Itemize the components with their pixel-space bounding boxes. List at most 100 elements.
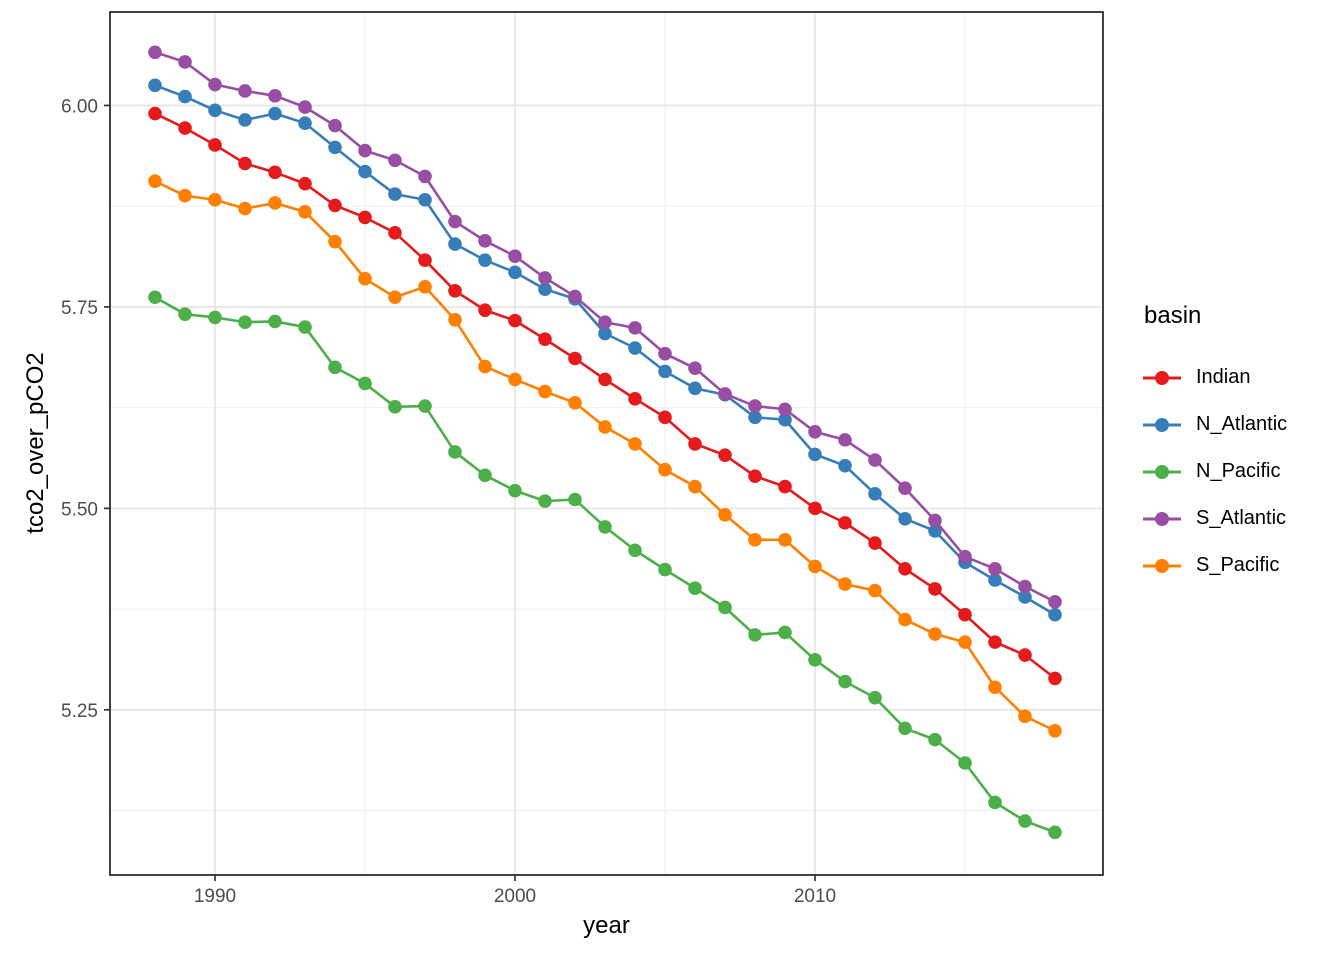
data-point-Indian <box>508 313 522 328</box>
data-point-S_Atlantic <box>628 321 642 335</box>
legend-items: Indian N_Atlantic N_Pacific S_Atlantic S_Pac… <box>1142 354 1287 589</box>
data-point-S_Atlantic <box>958 549 972 564</box>
series-line-S_Pacific <box>153 179 1057 733</box>
data-point-Indian <box>388 225 402 240</box>
data-point-S_Atlantic <box>538 271 552 285</box>
data-point-S_Atlantic <box>808 425 822 439</box>
data-point-N_Pacific <box>328 360 342 375</box>
data-point-S_Atlantic <box>688 361 702 375</box>
data-point-S_Pacific <box>538 384 552 399</box>
data-point-S_Pacific <box>778 532 792 547</box>
data-point-N_Pacific <box>238 315 252 330</box>
series-line-Indian <box>153 112 1057 680</box>
legend-item-Indian: Indian <box>1142 354 1287 401</box>
data-point-S_Pacific <box>658 462 672 477</box>
data-point-N_Atlantic <box>688 381 702 396</box>
y-tick-label: 5.25 <box>61 701 98 722</box>
data-point-N_Pacific <box>568 492 582 507</box>
data-point-N_Atlantic <box>508 265 522 280</box>
legend-item-S_Atlantic: S_Atlantic <box>1142 495 1287 542</box>
data-point-S_Atlantic <box>298 100 312 114</box>
data-point-S_Pacific <box>748 532 762 547</box>
data-point-S_Pacific <box>1018 709 1032 724</box>
data-point-Indian <box>268 165 282 180</box>
data-point-Indian <box>208 138 222 152</box>
data-point-S_Pacific <box>268 196 282 210</box>
data-point-N_Pacific <box>868 690 882 705</box>
legend-item-label: S_Pacific <box>1196 554 1280 576</box>
data-point-Indian <box>238 156 252 171</box>
data-point-Indian <box>568 351 582 366</box>
data-point-N_Atlantic <box>388 187 402 201</box>
legend-item-label: S_Atlantic <box>1196 507 1287 529</box>
data-point-S_Pacific <box>508 372 522 387</box>
data-point-Indian <box>148 106 162 121</box>
data-point-N_Pacific <box>988 795 1002 810</box>
data-point-N_Pacific <box>538 494 552 508</box>
data-point-Indian <box>478 303 492 317</box>
data-point-N_Pacific <box>388 400 402 414</box>
data-point-N_Pacific <box>208 310 222 325</box>
data-point-S_Pacific <box>418 279 432 294</box>
data-point-S_Pacific <box>988 680 1002 695</box>
data-point-S_Atlantic <box>838 433 852 447</box>
data-point-N_Pacific <box>358 376 372 391</box>
data-point-N_Pacific <box>268 314 282 329</box>
legend-item-N_Atlantic: N_Atlantic <box>1142 401 1287 448</box>
data-point-N_Atlantic <box>268 106 282 121</box>
data-point-Indian <box>178 121 192 135</box>
data-point-S_Atlantic <box>778 402 792 417</box>
y-tick-label: 5.50 <box>61 499 98 520</box>
data-point-N_Pacific <box>508 483 522 498</box>
data-point-Indian <box>898 562 912 576</box>
data-point-N_Pacific <box>628 543 642 558</box>
data-point-S_Pacific <box>148 174 162 189</box>
data-point-S_Pacific <box>568 396 582 410</box>
data-point-N_Atlantic <box>598 326 612 341</box>
data-point-Indian <box>1048 671 1062 686</box>
legend-item-label: N_Pacific <box>1196 460 1281 482</box>
data-point-Indian <box>358 210 372 225</box>
data-point-N_Atlantic <box>358 164 372 179</box>
data-point-S_Pacific <box>298 205 312 219</box>
data-point-N_Pacific <box>778 625 792 640</box>
data-point-Indian <box>868 536 882 550</box>
data-point-S_Atlantic <box>328 118 342 133</box>
x-tick-label: 2000 <box>494 886 536 907</box>
data-point-N_Pacific <box>688 581 702 595</box>
data-point-S_Pacific <box>238 201 252 216</box>
data-point-N_Atlantic <box>478 253 492 267</box>
data-point-S_Atlantic <box>238 84 252 98</box>
data-point-N_Atlantic <box>1018 590 1032 604</box>
x-tick-label: 1990 <box>194 886 236 907</box>
panel-border <box>109 11 1104 876</box>
data-point-N_Pacific <box>148 290 162 305</box>
data-point-N_Pacific <box>838 674 852 689</box>
data-point-S_Atlantic <box>358 143 372 158</box>
data-point-N_Atlantic <box>658 364 672 379</box>
data-point-Indian <box>628 391 642 406</box>
data-point-S_Pacific <box>628 437 642 451</box>
data-point-Indian <box>958 607 972 622</box>
data-point-S_Atlantic <box>988 562 1002 576</box>
data-point-N_Atlantic <box>928 524 942 538</box>
data-point-N_Pacific <box>298 320 312 334</box>
data-point-Indian <box>328 198 342 213</box>
data-point-N_Pacific <box>178 307 192 321</box>
data-point-N_Pacific <box>748 628 762 642</box>
data-point-N_Atlantic <box>778 412 792 427</box>
data-point-N_Pacific <box>718 600 732 615</box>
data-point-N_Atlantic <box>238 113 252 127</box>
data-point-N_Pacific <box>928 732 942 747</box>
data-point-S_Pacific <box>328 234 342 249</box>
data-point-S_Pacific <box>688 479 702 494</box>
data-point-N_Pacific <box>418 399 432 413</box>
data-point-Indian <box>298 176 312 191</box>
data-point-S_Pacific <box>178 188 192 203</box>
data-point-S_Atlantic <box>658 346 672 361</box>
y-tick-label: 6.00 <box>61 96 98 117</box>
data-point-Indian <box>748 469 762 483</box>
data-point-S_Pacific <box>478 359 492 374</box>
data-point-N_Pacific <box>448 445 462 459</box>
